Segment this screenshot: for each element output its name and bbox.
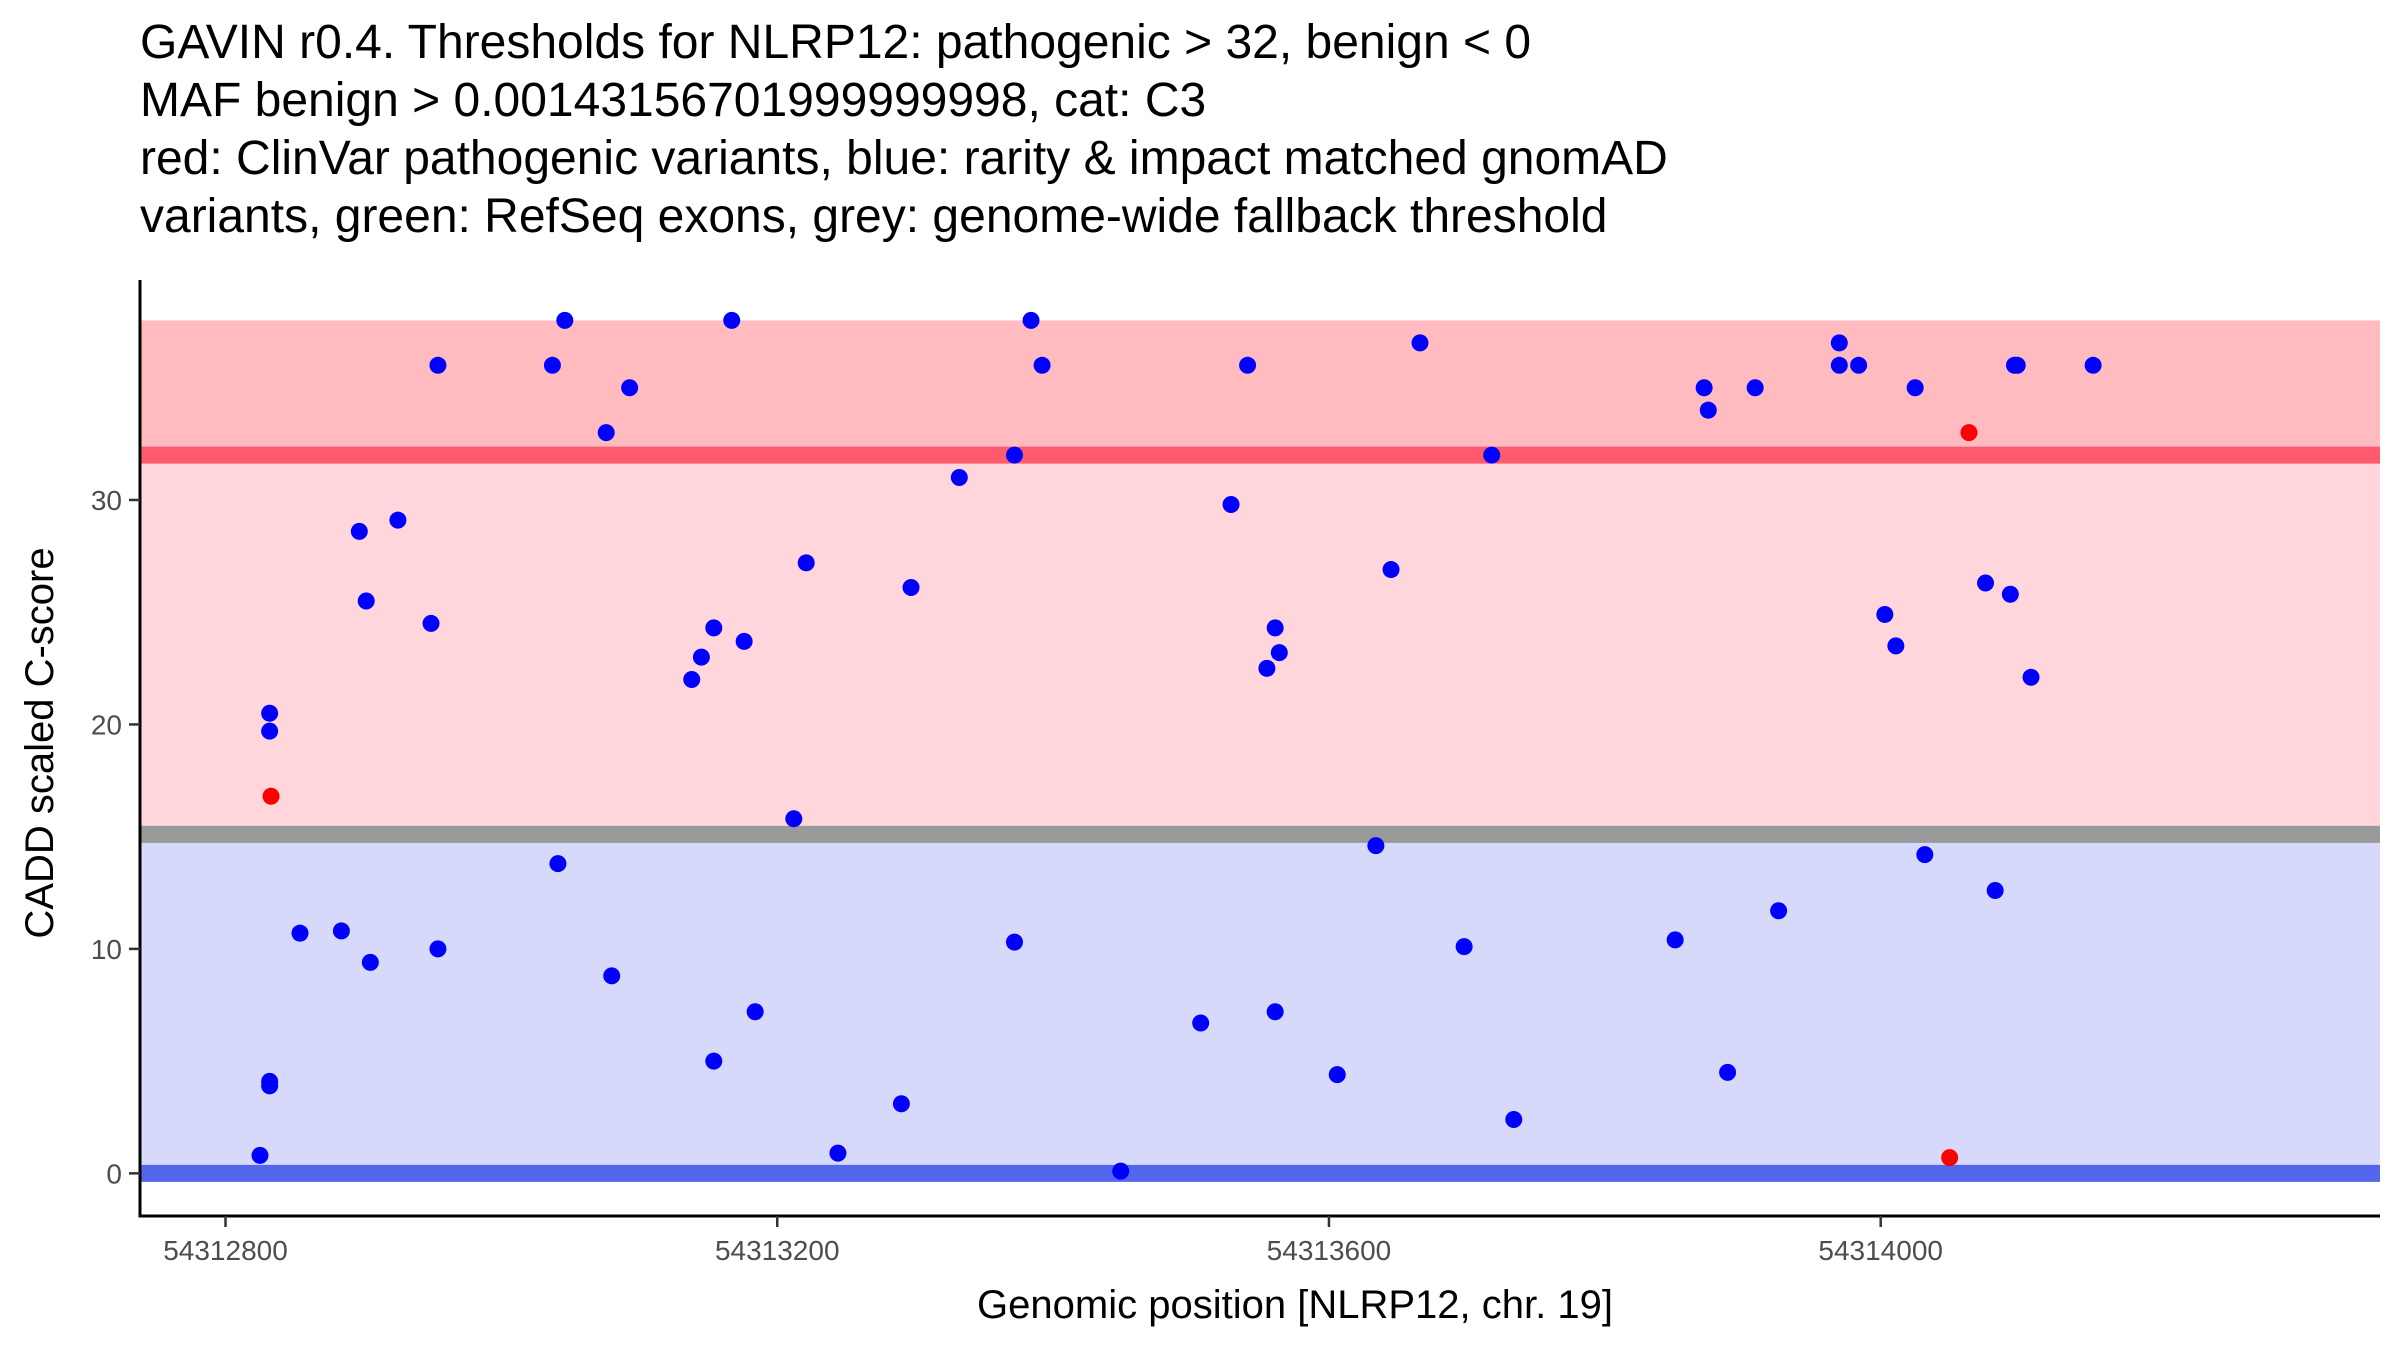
gnomad-variant-point (1666, 931, 1684, 949)
gnomad-variant-point (2084, 356, 2102, 374)
threshold-lines-layer (140, 446, 2380, 1182)
title-line-4: variants, green: RefSeq exons, grey: gen… (140, 190, 1608, 243)
pathogenic-band (140, 320, 2380, 456)
title-line-3: red: ClinVar pathogenic variants, blue: … (140, 132, 1668, 185)
x-axis-title: Genomic position [NLRP12, chr. 19] (977, 1283, 1613, 1327)
gnomad-variant-point (2022, 668, 2040, 686)
gnomad-variant-point (261, 722, 279, 740)
benign-band (140, 834, 2380, 1174)
gnomad-variant-point (291, 924, 309, 942)
y-tick-label: 0 (106, 1158, 122, 1189)
gnomad-variant-point (683, 671, 701, 689)
gnomad-variant-point (785, 810, 803, 828)
points-layer (251, 311, 2102, 1180)
x-tick-label: 54314000 (1818, 1235, 1943, 1266)
gnomad-variant-point (261, 1077, 279, 1095)
gnomad-variant-point (2001, 585, 2019, 603)
gnomad-variant-point (543, 356, 561, 374)
gnomad-variant-point (361, 953, 379, 971)
series-0 (251, 311, 2102, 1180)
gnomad-variant-point (1239, 356, 1257, 374)
gnomad-variant-point (621, 379, 639, 397)
gnomad-variant-point (1192, 1014, 1210, 1032)
series-1 (262, 424, 1978, 1167)
clinvar-variant-point (1941, 1149, 1959, 1167)
gnomad-variant-point (1266, 1003, 1284, 1021)
gnomad-variant-point (1977, 574, 1995, 592)
gnomad-variant-point (603, 967, 621, 985)
y-tick-label: 10 (91, 934, 122, 965)
gnomad-variant-point (1699, 401, 1717, 419)
y-tick-label: 20 (91, 709, 122, 740)
gnomad-variant-point (1830, 356, 1848, 374)
gnomad-variant-point (1411, 334, 1429, 352)
gnomad-variant-point (1033, 356, 1051, 374)
y-tick-label: 30 (91, 485, 122, 516)
title-line-2: MAF benign > 0.00143156701999999998, cat… (140, 74, 1207, 127)
gnomad-variant-point (1455, 938, 1473, 956)
gnomad-variant-point (1222, 495, 1240, 513)
y-axis-title: CADD scaled C-score (18, 547, 62, 938)
gnomad-variant-point (429, 940, 447, 958)
clinvar-variant-point (1960, 424, 1978, 442)
gnomad-variant-point (350, 522, 368, 540)
gnomad-variant-point (429, 356, 447, 374)
gnomad-variant-point (1906, 379, 1924, 397)
chart-title: GAVIN r0.4. Thresholds for NLRP12: patho… (140, 14, 2380, 246)
gnomad-variant-point (746, 1003, 764, 1021)
gnomad-variant-point (892, 1095, 910, 1113)
title-line-1: GAVIN r0.4. Thresholds for NLRP12: patho… (140, 16, 1532, 69)
gnomad-variant-point (556, 311, 574, 329)
gnomad-variant-point (1382, 561, 1400, 579)
gnomad-variant-point (1005, 446, 1023, 464)
gnomad-variant-point (332, 922, 350, 940)
gnomad-variant-point (705, 619, 723, 637)
gnomad-variant-point (1367, 837, 1385, 855)
gnomad-variant-point (902, 579, 920, 597)
gnomad-variant-point (1986, 882, 2004, 900)
gnomad-variant-point (251, 1146, 269, 1164)
gnomad-variant-point (692, 648, 710, 666)
gnomad-variant-point (1258, 659, 1276, 677)
gnomad-variant-point (1695, 379, 1713, 397)
x-tick-label: 54312800 (163, 1235, 288, 1266)
gnomad-variant-point (549, 855, 567, 873)
gnomad-variant-point (1876, 605, 1894, 623)
gnomad-variant-point (1916, 846, 1934, 864)
gnomad-variant-point (1746, 379, 1764, 397)
gnomad-variant-point (1505, 1110, 1523, 1128)
clinvar-variant-point (262, 787, 280, 805)
gnomad-variant-point (389, 511, 407, 529)
gnomad-variant-point (1887, 637, 1905, 655)
gnomad-variant-point (1850, 356, 1868, 374)
gnomad-variant-point (1328, 1066, 1346, 1084)
x-tick-label: 54313200 (715, 1235, 840, 1266)
gnomad-variant-point (1830, 334, 1848, 352)
mid-band (140, 455, 2380, 835)
gnomad-variant-point (357, 592, 375, 610)
bands-layer (140, 320, 2380, 1174)
axes-layer: 54312800 54313200 54313600 54314000 0 10 20 30 (91, 280, 2380, 1266)
gnomad-variant-point (1112, 1162, 1130, 1180)
gnomad-variant-point (735, 632, 753, 650)
gnomad-variant-point (723, 311, 741, 329)
gnomad-variant-point (797, 554, 815, 572)
gnomad-variant-point (261, 704, 279, 722)
gnomad-variant-point (1270, 644, 1288, 662)
x-tick-label: 54313600 (1267, 1235, 1392, 1266)
gnomad-variant-point (1770, 902, 1788, 920)
gnomad-variant-point (1022, 311, 1040, 329)
gnomad-variant-point (705, 1052, 723, 1070)
gnomad-variant-point (1483, 446, 1501, 464)
gnomad-variant-point (422, 614, 440, 632)
gnomad-variant-point (1266, 619, 1284, 637)
gnomad-variant-point (829, 1144, 847, 1162)
gnomad-variant-point (2008, 356, 2026, 374)
gnomad-variant-point (597, 424, 615, 442)
gnomad-variant-point (950, 469, 968, 487)
gnomad-variant-point (1005, 933, 1023, 951)
gnomad-variant-point (1719, 1063, 1737, 1081)
